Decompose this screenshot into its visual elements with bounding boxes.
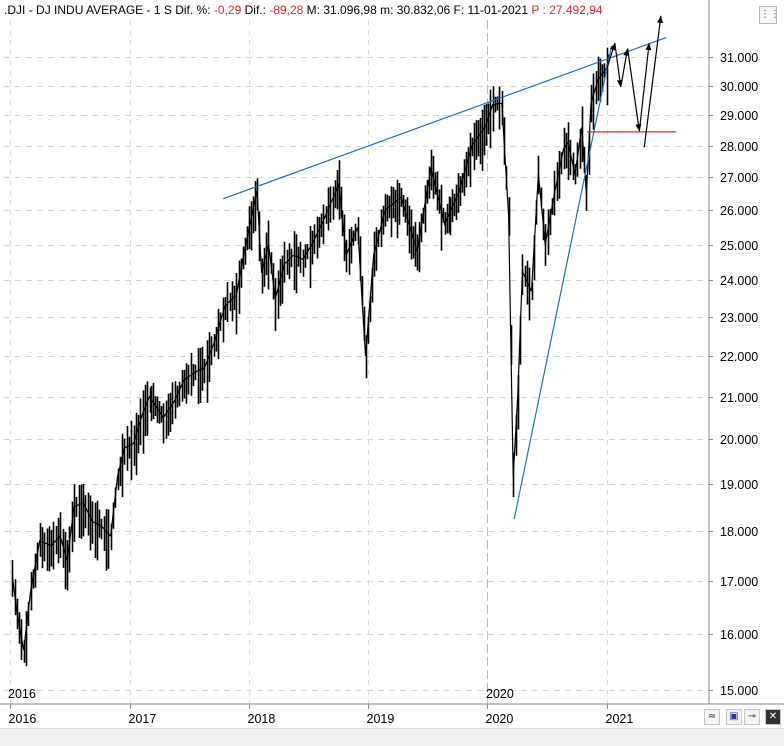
max-value: 31.096,98 (323, 3, 377, 17)
y-tick-label: 17.000 (720, 575, 758, 589)
y-tick-label: 28.000 (720, 140, 758, 154)
date-label: F: (453, 3, 465, 17)
dif-pct-label: Dif. %: (175, 3, 211, 17)
price-bars (11, 47, 609, 667)
y-tick-label: 19.000 (720, 478, 758, 492)
arrow-head (623, 48, 630, 57)
save-icon[interactable]: ▣ (726, 709, 742, 725)
price-line (11, 54, 610, 651)
price-series (11, 47, 610, 667)
trendline (223, 36, 667, 200)
x-tick-label: 2019 (367, 712, 395, 726)
date-value: 11-01-2021 (467, 3, 529, 17)
y-tick-label: 25.000 (720, 239, 758, 253)
y-tick-label: 26.000 (720, 204, 758, 218)
y-tick-label: 21.000 (720, 391, 758, 405)
pin-icon[interactable]: ⊸ (744, 709, 760, 725)
header-separator: - (28, 3, 33, 17)
x-tick-label: 2020 (486, 712, 514, 726)
tools-icon[interactable]: ✕ (765, 709, 781, 725)
period: 1 S (153, 3, 172, 17)
price-label: P : (531, 3, 546, 17)
arrow-head (645, 43, 652, 51)
instrument-name: DJ INDU AVERAGE (36, 3, 144, 17)
symbol: .DJI (4, 3, 26, 17)
x-tick-label: 2018 (248, 712, 276, 726)
dif-label: Dif.: (244, 3, 266, 17)
dif-value: -89,28 (269, 3, 304, 17)
expand-icon[interactable]: ⋮⋮ (759, 6, 780, 24)
min-label: m: (380, 3, 394, 17)
y-tick-label: 23.000 (720, 311, 758, 325)
y-tick-label: 24.000 (720, 274, 758, 288)
x-axis-labels: 2016 2017 2018 2019 2020 2021 2016 2020 (8, 687, 633, 726)
y-tick-label: 18.000 (720, 525, 758, 539)
y-tick-label: 30.000 (720, 80, 758, 94)
x-tick-label: 2016 (9, 712, 37, 726)
y-tick-label: 31.000 (720, 51, 758, 65)
min-value: 30.832,06 (396, 3, 451, 17)
chart-header: .DJI - DJ INDU AVERAGE - 1 S Dif. %: -0,… (4, 2, 603, 18)
y-axis-labels: 31.000 30.000 29.000 28.000 27.000 26.000 25.0… (720, 51, 758, 698)
arrow-head (616, 79, 623, 88)
price-value: 27.492,94 (549, 3, 603, 17)
y-tick-label: 15.000 (720, 684, 758, 698)
y-tick-label: 20.000 (720, 433, 758, 447)
arrow-head (635, 123, 642, 132)
dif-pct-value: -0,29 (213, 3, 242, 17)
x-tick-label: 2017 (129, 712, 157, 726)
y-tick-label: 27.000 (720, 171, 758, 185)
arrow-head (657, 15, 664, 24)
x-marker-label: 2020 (486, 687, 514, 701)
y-tick-label: 29.000 (720, 109, 758, 123)
trendline (513, 45, 613, 520)
projection-path (643, 15, 662, 148)
header-separator-2: - (146, 3, 151, 17)
chart-annotations (223, 15, 677, 520)
status-bar (0, 729, 784, 746)
chart-grid (4, 20, 709, 704)
x-tick-label: 2021 (606, 712, 634, 726)
arrow-head (609, 43, 616, 51)
max-label: M: (306, 3, 321, 17)
x-marker-label: 2016 (8, 687, 36, 701)
chart-type-icon[interactable]: ≈ (704, 709, 720, 725)
y-tick-label: 16.000 (720, 628, 758, 642)
y-tick-label: 22.000 (720, 350, 758, 364)
